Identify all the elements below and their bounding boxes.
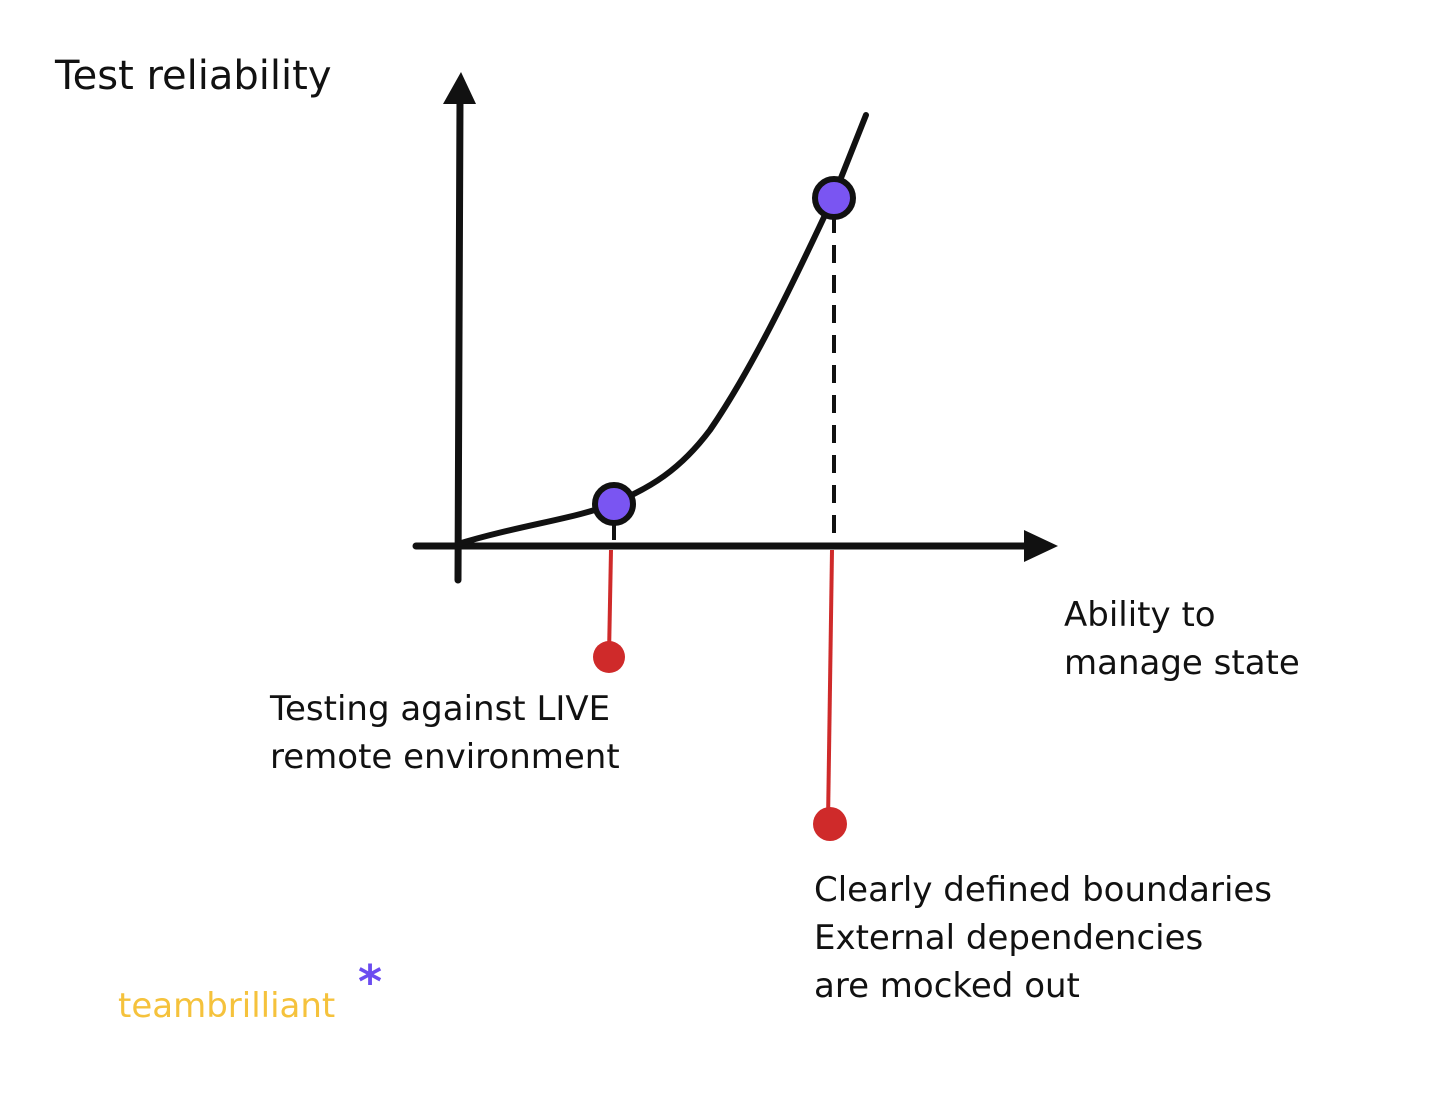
point-low: [592, 482, 636, 526]
x-axis-label: Ability to manage state: [1064, 598, 1300, 694]
brand-star-icon: *: [358, 955, 383, 1009]
y-axis-arrowhead: [443, 72, 476, 104]
annotation-left-line-1: Testing against LIVE: [270, 689, 611, 729]
annotation-right-line-1: Clearly defined boundaries: [814, 870, 1273, 910]
y-axis-line: [454, 96, 464, 584]
annotation-live-environment: Testing against LIVE remote environment: [270, 692, 620, 788]
x-axis-label-line-2: manage state: [1064, 643, 1300, 683]
x-axis-arrowhead: [1024, 530, 1058, 562]
pin-line-right: [826, 549, 834, 823]
pin-dot-left: [593, 641, 625, 673]
point-high: [812, 176, 856, 220]
annotation-left-line-2: remote environment: [270, 737, 620, 777]
y-axis-label: Test reliability: [55, 53, 332, 99]
annotation-right-line-2: External dependencies: [814, 918, 1204, 958]
annotation-mocked-boundaries: Clearly defined boundaries External depe…: [814, 873, 1272, 1017]
reliability-curve: [455, 112, 869, 547]
x-axis-label-line-1: Ability to: [1064, 595, 1216, 635]
annotation-right-line-3: are mocked out: [814, 966, 1080, 1006]
pin-dot-right: [813, 807, 847, 841]
pin-line-left: [607, 549, 613, 656]
brand-logo-text: teambrilliant: [118, 986, 336, 1026]
